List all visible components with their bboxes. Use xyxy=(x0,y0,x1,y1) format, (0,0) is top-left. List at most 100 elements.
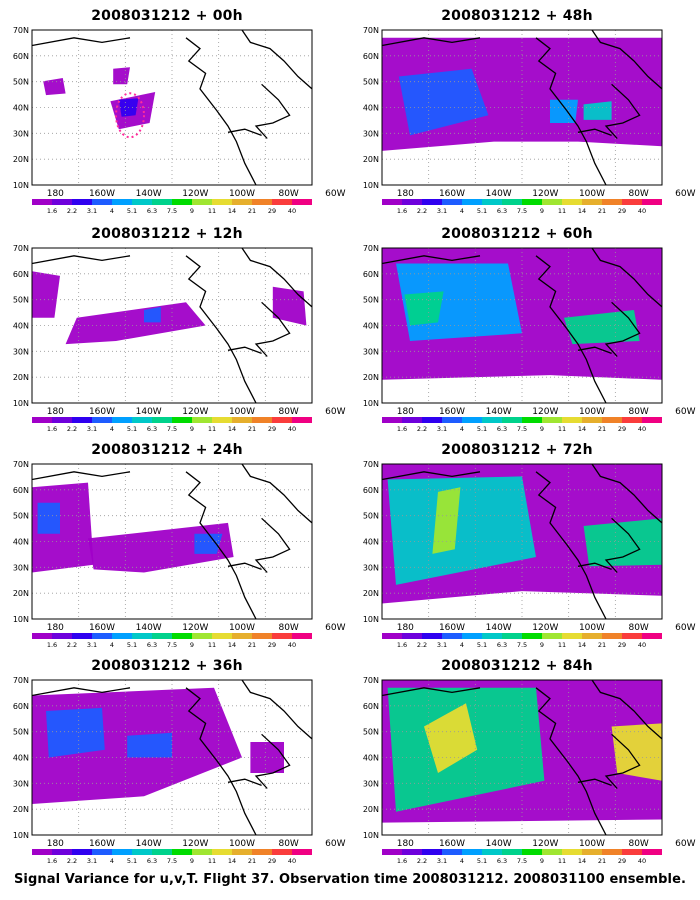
colorbar-swatch xyxy=(232,849,252,855)
colorbar-swatch xyxy=(442,849,462,855)
colorbar-swatch xyxy=(92,199,112,205)
coastline xyxy=(535,687,607,835)
flight-track-outline xyxy=(115,92,145,139)
colorbar-label: 11 xyxy=(558,857,566,865)
lat-tick-label: 50N xyxy=(13,78,29,87)
lon-tick-label: 180 xyxy=(397,407,414,417)
colorbar-swatch xyxy=(252,199,272,205)
lat-tick-label: 40N xyxy=(13,538,29,547)
coastline xyxy=(577,346,612,355)
variance-contour xyxy=(387,476,536,585)
colorbar-label: 2.2 xyxy=(67,207,77,215)
coastline xyxy=(254,733,291,789)
colorbar-swatch xyxy=(192,417,212,423)
coastline xyxy=(604,301,641,357)
lat-tick-label: 10N xyxy=(13,831,29,840)
colorbar-label: 29 xyxy=(268,425,276,433)
lat-tick-label: 60N xyxy=(13,270,29,279)
colorbar-swatch xyxy=(522,633,542,639)
lon-tick-label: 60W xyxy=(325,839,345,849)
colorbar-label: 5.1 xyxy=(477,425,487,433)
colorbar-swatch xyxy=(482,849,502,855)
lon-tick-label: 160W xyxy=(89,623,115,633)
colorbar-swatch xyxy=(562,199,582,205)
coastline xyxy=(254,83,291,139)
panel-title: 2008031212 + 12h xyxy=(91,226,243,242)
colorbar-swatch xyxy=(252,849,272,855)
colorbar-label: 7.5 xyxy=(167,425,177,433)
colorbar-label: 29 xyxy=(268,857,276,865)
plot-frame xyxy=(381,679,663,836)
colorbar-label: 4 xyxy=(110,641,114,649)
colorbar-label: 6.3 xyxy=(497,641,507,649)
colorbar-swatch xyxy=(582,633,602,639)
colorbar-swatch xyxy=(232,633,252,639)
colorbar-label: 6.3 xyxy=(147,207,157,215)
colorbar-swatch xyxy=(582,199,602,205)
colorbar-swatch xyxy=(172,849,192,855)
lon-tick-label: 80W xyxy=(628,839,648,849)
colorbar-label: 4 xyxy=(460,425,464,433)
lon-tick-label: 180 xyxy=(397,839,414,849)
colorbar-label: 29 xyxy=(618,425,626,433)
lon-tick-label: 160W xyxy=(439,623,465,633)
lat-tick-label: 20N xyxy=(13,155,29,164)
colorbar-label: 21 xyxy=(248,641,256,649)
colorbar-label: 7.5 xyxy=(517,857,527,865)
colorbar-label: 2.2 xyxy=(417,641,427,649)
variance-contour xyxy=(564,310,640,345)
lon-tick-label: 140W xyxy=(136,407,162,417)
coastline xyxy=(577,128,612,137)
colorbar-swatch xyxy=(642,199,662,205)
colorbar-label: 3.1 xyxy=(87,641,97,649)
colorbar-label: 21 xyxy=(598,207,606,215)
lat-tick-label: 60N xyxy=(13,52,29,61)
colorbar-label: 9 xyxy=(540,857,544,865)
colorbar-label: 40 xyxy=(638,641,646,649)
colorbar-label: 14 xyxy=(228,207,236,215)
lat-tick-label: 20N xyxy=(13,373,29,382)
colorbar-swatch xyxy=(132,849,152,855)
colorbar-label: 21 xyxy=(598,857,606,865)
colorbar-label: 21 xyxy=(248,857,256,865)
map-plot: 70N 60N 50N 40N 30N 20N 10N 180 160W 140W 120W 100W… xyxy=(13,676,346,865)
colorbar-swatch xyxy=(482,199,502,205)
coastline xyxy=(241,464,312,524)
colorbar-label: 5.1 xyxy=(477,641,487,649)
colorbar-label: 21 xyxy=(248,207,256,215)
colorbar-swatch xyxy=(482,417,502,423)
lat-tick-label: 30N xyxy=(13,563,29,572)
panel-title: 2008031212 + 48h xyxy=(441,8,593,24)
colorbar-swatch xyxy=(402,849,422,855)
coastline xyxy=(604,83,641,139)
lon-tick-label: 120W xyxy=(532,189,558,199)
colorbar-swatch xyxy=(422,417,442,423)
lon-tick-label: 180 xyxy=(47,407,64,417)
colorbar-swatch xyxy=(92,633,112,639)
colorbar-label: 11 xyxy=(558,207,566,215)
lon-tick-label: 120W xyxy=(182,839,208,849)
colorbar-label: 29 xyxy=(618,641,626,649)
lat-tick-label: 40N xyxy=(13,754,29,763)
colorbar-swatch xyxy=(152,199,172,205)
lat-tick-label: 70N xyxy=(13,244,29,253)
colorbar-label: 4 xyxy=(460,857,464,865)
lat-tick-label: 70N xyxy=(13,676,29,685)
colorbar-swatch xyxy=(602,417,622,423)
colorbar-swatch xyxy=(542,633,562,639)
lat-tick-label: 10N xyxy=(363,181,379,190)
colorbar-swatch xyxy=(382,849,402,855)
panel-36h: 2008031212 + 36h 70N 60N 50N 40N 30N 20N 10N 18… xyxy=(2,658,346,873)
colorbar-label: 1.6 xyxy=(47,207,57,215)
coastline xyxy=(382,471,481,481)
colorbar-label: 2.2 xyxy=(417,207,427,215)
colorbar-swatch xyxy=(562,633,582,639)
variance-contour xyxy=(583,101,612,120)
variance-contour xyxy=(250,742,284,773)
colorbar-swatch xyxy=(212,417,232,423)
colorbar-label: 1.6 xyxy=(47,641,57,649)
lat-tick-label: 50N xyxy=(363,512,379,521)
colorbar-swatch xyxy=(292,849,312,855)
lat-tick-label: 10N xyxy=(363,399,379,408)
colorbar-swatch xyxy=(152,417,172,423)
